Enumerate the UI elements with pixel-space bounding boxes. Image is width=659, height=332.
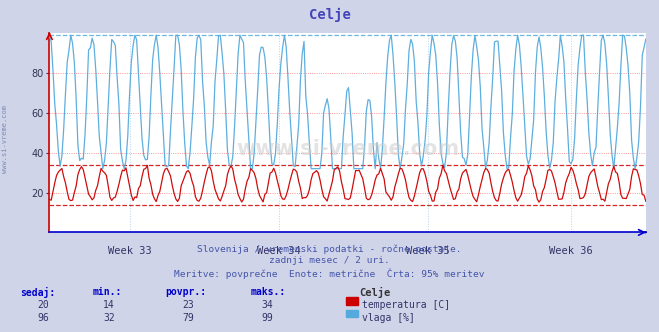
Text: min.:: min.: [92, 287, 122, 297]
Text: 32: 32 [103, 313, 115, 323]
Text: Slovenija / vremenski podatki - ročne postaje.: Slovenija / vremenski podatki - ročne po… [197, 244, 462, 254]
Text: www.si-vreme.com: www.si-vreme.com [236, 139, 459, 159]
Text: 34: 34 [261, 300, 273, 310]
Text: Week 35: Week 35 [406, 246, 450, 256]
Text: sedaj:: sedaj: [20, 287, 55, 298]
Text: vlaga [%]: vlaga [%] [362, 313, 415, 323]
Text: Meritve: povprečne  Enote: metrične  Črta: 95% meritev: Meritve: povprečne Enote: metrične Črta:… [174, 268, 485, 279]
Text: zadnji mesec / 2 uri.: zadnji mesec / 2 uri. [269, 256, 390, 265]
Text: 23: 23 [182, 300, 194, 310]
Text: 14: 14 [103, 300, 115, 310]
Text: maks.:: maks.: [250, 287, 285, 297]
Text: Week 33: Week 33 [108, 246, 152, 256]
Text: 20: 20 [37, 300, 49, 310]
Text: Celje: Celje [308, 8, 351, 23]
Text: www.si-vreme.com: www.si-vreme.com [2, 106, 9, 173]
Text: 79: 79 [182, 313, 194, 323]
Text: povpr.:: povpr.: [165, 287, 206, 297]
Text: Week 34: Week 34 [257, 246, 301, 256]
Text: 96: 96 [37, 313, 49, 323]
Text: Week 36: Week 36 [550, 246, 593, 256]
Text: temperatura [C]: temperatura [C] [362, 300, 451, 310]
Text: Celje: Celje [359, 287, 390, 298]
Text: 99: 99 [261, 313, 273, 323]
